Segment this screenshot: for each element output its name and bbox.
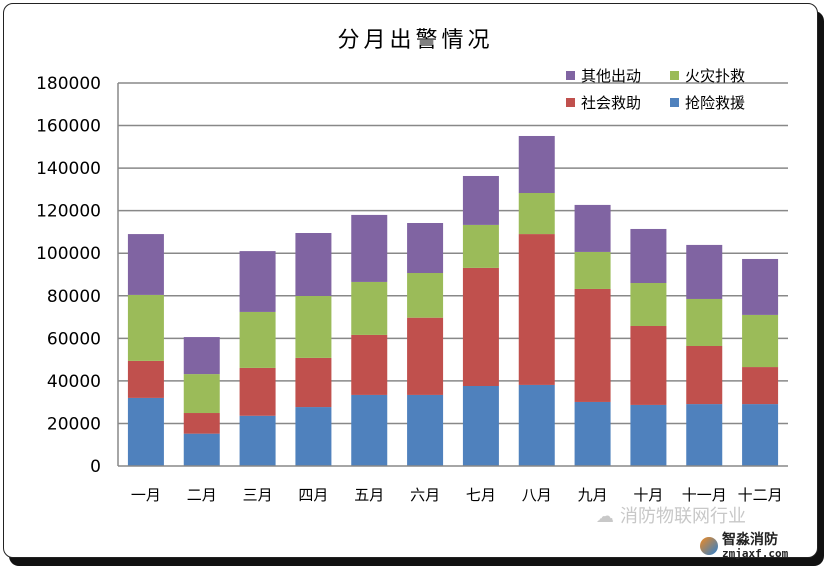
x-tick-label: 二月 [187, 486, 217, 504]
bar-segment [518, 384, 555, 466]
y-tick-label: 0 [90, 457, 101, 477]
bar-segment [183, 374, 220, 414]
legend-item: 社会救助 [566, 92, 641, 113]
y-tick-label: 80000 [47, 287, 101, 307]
bar-segment [239, 367, 276, 416]
legend-label: 社会救助 [581, 94, 642, 112]
bar-segment [127, 234, 164, 295]
bar-segment [295, 295, 332, 358]
y-tick-label: 120000 [36, 202, 101, 222]
legend-item: 其他出动 [566, 65, 641, 86]
legend-label: 抢险救援 [685, 94, 746, 112]
y-tick-label: 100000 [36, 244, 101, 264]
bar-segment [462, 385, 499, 466]
bar-segment [742, 367, 779, 405]
bar-segment [742, 404, 779, 466]
legend-item: 抢险救援 [670, 92, 745, 113]
x-tick-label: 四月 [298, 486, 328, 504]
y-tick-label: 40000 [47, 372, 101, 392]
watermark-text: 消防物联网行业 [620, 506, 746, 527]
bar-segment [574, 288, 611, 402]
y-tick-label: 20000 [47, 414, 101, 434]
y-tick-label: 60000 [47, 329, 101, 349]
bar-segment [295, 357, 332, 408]
legend-swatch [670, 71, 679, 80]
logo: 智淼消防 zmjaxf.com [722, 532, 789, 560]
logo-text: 智淼消防 [722, 532, 778, 548]
bar-segment [407, 223, 444, 274]
bar-segment [239, 311, 276, 368]
bar-segment [462, 175, 499, 225]
bar-segment [351, 394, 388, 466]
logo-icon [700, 537, 718, 555]
x-tick-label: 七月 [466, 486, 496, 504]
bar-segment [183, 337, 220, 375]
x-tick-label: 十一月 [682, 486, 727, 504]
bar-segment [630, 325, 667, 405]
bar-segment [239, 251, 276, 312]
legend-swatch [566, 71, 575, 80]
watermark: ☁ 消防物联网行业 [596, 506, 746, 527]
legend-item: 火灾扑救 [670, 65, 745, 86]
bar-segment [630, 283, 667, 326]
bar-segment [686, 404, 723, 466]
bar-segment [574, 251, 611, 289]
chart-title: 分月出警情况 [337, 28, 494, 53]
x-tick-label: 十月 [633, 486, 663, 504]
bar-segment [407, 317, 444, 395]
bar-segment [127, 360, 164, 398]
legend-swatch [566, 98, 575, 107]
y-tick-label: 160000 [36, 117, 101, 137]
x-tick-label: 九月 [578, 486, 608, 504]
bar-segment [239, 415, 276, 466]
bar-segment [686, 244, 723, 299]
bar-segment [295, 233, 332, 296]
bar-segment [630, 404, 667, 466]
x-tick-label: 一月 [131, 486, 161, 504]
bar-segment [407, 273, 444, 318]
bar-segment [518, 193, 555, 235]
bar-segment [462, 267, 499, 386]
bar-segment [351, 334, 388, 395]
bar-segment [462, 224, 499, 268]
bar-segment [518, 135, 555, 194]
bar-segment [686, 345, 723, 405]
bar-segment [183, 433, 220, 466]
logo-domain: zmjaxf.com [722, 547, 789, 560]
x-tick-label: 六月 [410, 486, 440, 504]
bar-segment [183, 413, 220, 434]
bar-segment [630, 228, 667, 284]
bar-segment [518, 234, 555, 385]
x-tick-label: 三月 [243, 486, 273, 504]
legend-label: 其他出动 [581, 67, 642, 85]
bar-segment [295, 407, 332, 466]
bar-segment [127, 294, 164, 361]
y-tick-label: 140000 [36, 159, 101, 179]
x-tick-label: 十二月 [738, 486, 783, 504]
legend-label: 火灾扑救 [685, 67, 746, 85]
bar-segment [742, 314, 779, 368]
bar-segment [351, 214, 388, 282]
bar-segment [351, 281, 388, 335]
bar-segment [686, 298, 723, 346]
bar-segment [574, 204, 611, 252]
bar-segment [742, 258, 779, 315]
bar-segment [574, 401, 611, 466]
bar-segment [407, 394, 444, 466]
bar-segment [127, 397, 164, 466]
wechat-icon: ☁ [596, 506, 614, 527]
x-tick-label: 八月 [522, 486, 552, 504]
x-tick-label: 五月 [354, 486, 384, 504]
y-tick-label: 180000 [36, 74, 101, 94]
legend-swatch [670, 98, 679, 107]
